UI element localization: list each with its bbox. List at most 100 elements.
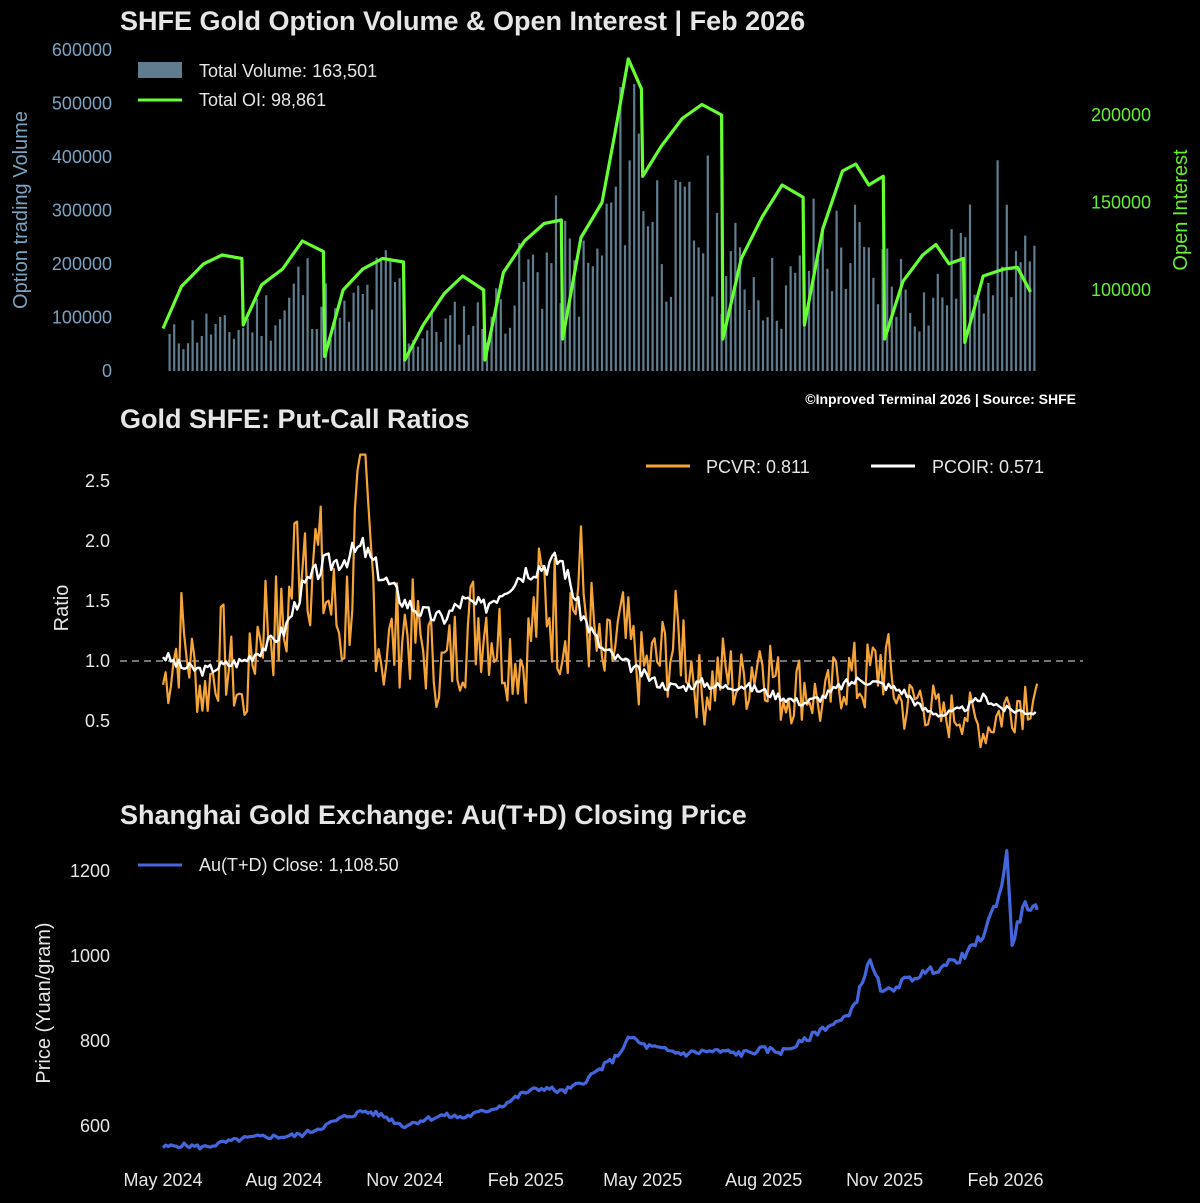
volume-bar bbox=[495, 288, 498, 371]
volume-bar bbox=[711, 296, 714, 371]
price-title: Shanghai Gold Exchange: Au(T+D) Closing … bbox=[120, 800, 747, 830]
date-tick-label: Aug 2024 bbox=[245, 1170, 322, 1190]
volume-bar bbox=[978, 299, 981, 371]
volume-bar bbox=[798, 255, 801, 371]
volume-bar bbox=[743, 289, 746, 371]
volume-bar bbox=[389, 261, 392, 371]
volume-bar bbox=[1001, 266, 1004, 371]
oi-line bbox=[161, 57, 1032, 362]
volume-bar bbox=[605, 203, 608, 371]
volume-bar bbox=[200, 336, 203, 371]
volume-bar bbox=[840, 247, 843, 371]
volume-bar bbox=[541, 308, 544, 371]
volume-bar bbox=[205, 313, 208, 371]
volume-bar bbox=[393, 281, 397, 371]
volume-bar bbox=[527, 259, 530, 371]
volume-bar bbox=[849, 263, 852, 371]
volume-bar bbox=[467, 334, 470, 371]
volume-bar bbox=[324, 283, 328, 371]
volume-tick-label: 500000 bbox=[52, 94, 112, 114]
volume-bar bbox=[876, 304, 880, 371]
volume-bar bbox=[260, 336, 263, 371]
volume-bar bbox=[890, 286, 893, 371]
volume-bar bbox=[283, 310, 286, 371]
price-tick-label: 1000 bbox=[70, 946, 110, 966]
volume-bar bbox=[357, 285, 360, 371]
volume-bar bbox=[182, 349, 185, 371]
volume-bar bbox=[932, 297, 935, 371]
volume-bar bbox=[766, 317, 769, 371]
volume-bar bbox=[886, 248, 889, 371]
price-tick-label: 600 bbox=[80, 1116, 110, 1136]
volume-bar bbox=[936, 273, 939, 371]
volume-bar bbox=[398, 278, 401, 371]
volume-bar bbox=[646, 226, 650, 371]
source-credit: ©Inproved Terminal 2026 | Source: SHFE bbox=[805, 391, 1076, 407]
volume-bar bbox=[1028, 261, 1031, 371]
ratio-y-ticks: 0.5 1.0 1.5 2.0 2.5 bbox=[85, 471, 110, 731]
volume-bar bbox=[186, 343, 190, 371]
volume-bar bbox=[780, 328, 783, 371]
volume-bar bbox=[301, 295, 305, 371]
volume-bar bbox=[642, 211, 645, 371]
volume-bar bbox=[242, 328, 245, 371]
volume-bar bbox=[1019, 262, 1022, 371]
volume-tick-label: 600000 bbox=[52, 40, 112, 60]
volume-bars bbox=[168, 84, 1036, 371]
volume-bar bbox=[573, 260, 576, 371]
volume-bar bbox=[196, 342, 199, 371]
volume-bar bbox=[416, 346, 420, 371]
volume-bar bbox=[1005, 204, 1008, 371]
price-axis-label: Price (Yuan/gram) bbox=[33, 922, 55, 1083]
volume-bar bbox=[600, 255, 604, 371]
volume-bar bbox=[950, 229, 953, 371]
date-tick-label: Feb 2025 bbox=[488, 1170, 564, 1190]
volume-bar bbox=[734, 222, 737, 371]
volume-oi-title: SHFE Gold Option Volume & Open Interest … bbox=[120, 6, 805, 36]
volume-bar bbox=[292, 283, 295, 371]
date-tick-label: May 2024 bbox=[123, 1170, 202, 1190]
volume-bar bbox=[407, 343, 410, 371]
volume-bar bbox=[826, 268, 829, 371]
volume-bar bbox=[863, 247, 866, 371]
ratio-tick-label: 0.5 bbox=[85, 711, 110, 731]
volume-bar bbox=[352, 292, 355, 371]
volume-bar bbox=[596, 248, 599, 371]
put-call-title: Gold SHFE: Put-Call Ratios bbox=[120, 404, 470, 434]
volume-bar bbox=[614, 186, 617, 371]
volume-bar bbox=[945, 305, 949, 371]
volume-bar bbox=[899, 258, 903, 371]
volume-bar bbox=[490, 316, 493, 371]
volume-bar bbox=[361, 294, 364, 371]
volume-bar bbox=[844, 288, 847, 371]
volume-bar bbox=[835, 210, 838, 371]
volume-bar bbox=[329, 338, 332, 371]
volume-bar bbox=[384, 250, 387, 371]
volume-axis-label: Option trading Volume bbox=[10, 111, 32, 309]
volume-bar bbox=[343, 300, 346, 371]
volume-bar bbox=[674, 180, 677, 371]
volume-bar bbox=[1024, 235, 1027, 371]
volume-bar bbox=[591, 266, 594, 371]
volume-bar bbox=[683, 186, 686, 371]
volume-bar bbox=[761, 320, 765, 371]
legend-pcoir-label: PCOIR: 0.571 bbox=[932, 457, 1044, 477]
volume-bar bbox=[1014, 251, 1018, 371]
volume-bar bbox=[955, 298, 958, 371]
volume-bar bbox=[472, 326, 475, 371]
volume-bar bbox=[1010, 297, 1013, 371]
volume-bar bbox=[881, 249, 884, 371]
volume-bar bbox=[610, 202, 613, 371]
volume-bar bbox=[987, 283, 990, 371]
volume-bar bbox=[458, 344, 461, 371]
put-call-panel: Gold SHFE: Put-Call Ratios 0.5 1.0 1.5 2.0 2… bbox=[51, 404, 1083, 749]
price-panel: Shanghai Gold Exchange: Au(T+D) Closing … bbox=[33, 800, 1044, 1190]
volume-bar bbox=[637, 133, 640, 371]
volume-bar bbox=[577, 316, 581, 371]
volume-bar bbox=[297, 266, 300, 371]
volume-bar bbox=[246, 318, 249, 371]
volume-bar bbox=[582, 240, 585, 371]
volume-bar bbox=[706, 155, 709, 371]
